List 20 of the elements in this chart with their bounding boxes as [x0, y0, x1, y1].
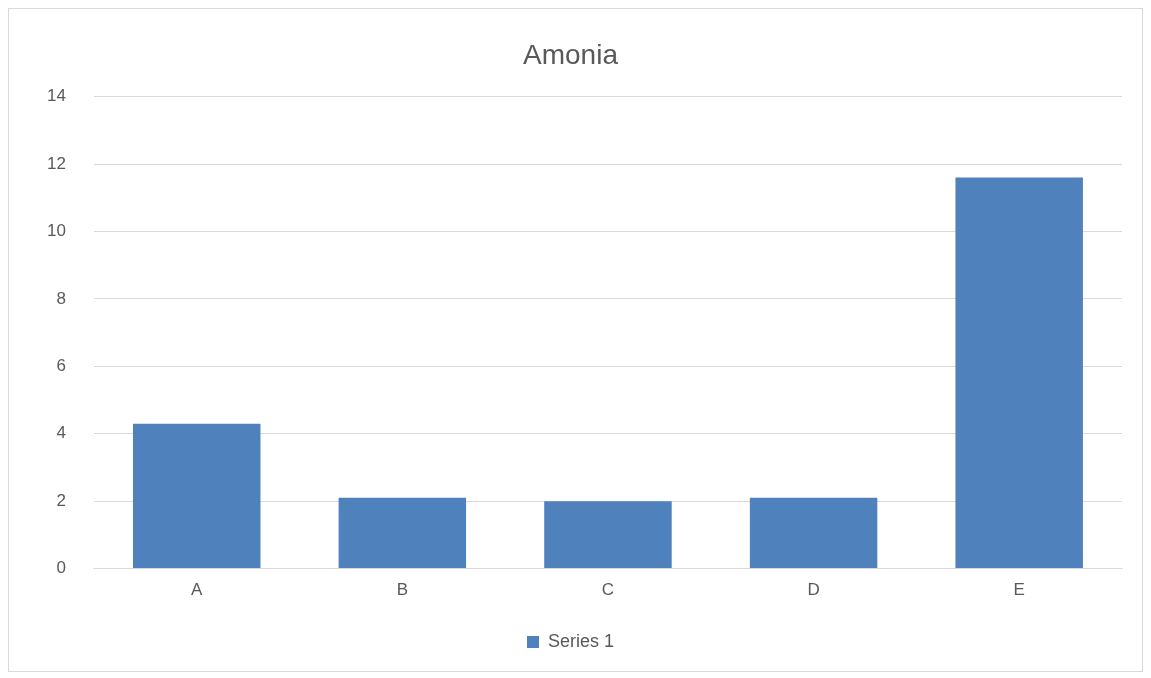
y-tick-label: 2: [56, 490, 66, 510]
y-tick-label: 0: [56, 558, 66, 578]
y-tick-label: 4: [56, 423, 66, 443]
x-tick-label: C: [601, 580, 615, 600]
chart-title: Amonia: [523, 38, 619, 70]
legend-label: Series 1: [547, 630, 615, 651]
x-tick-label: E: [1013, 580, 1025, 600]
y-tick-label: 12: [46, 153, 66, 173]
y-tick-label: 10: [46, 221, 66, 241]
y-tick-label: 14: [46, 86, 66, 106]
y-tick-label: 6: [56, 356, 66, 375]
bar: [132, 423, 261, 569]
x-tick-label: B: [396, 580, 409, 600]
bar: [955, 177, 1083, 569]
x-tick-label: A: [191, 580, 204, 600]
x-tick-label: D: [807, 580, 820, 600]
y-tick-label: 8: [56, 288, 66, 308]
bar: [544, 501, 672, 569]
bar: [338, 497, 467, 569]
bar: [749, 497, 878, 569]
